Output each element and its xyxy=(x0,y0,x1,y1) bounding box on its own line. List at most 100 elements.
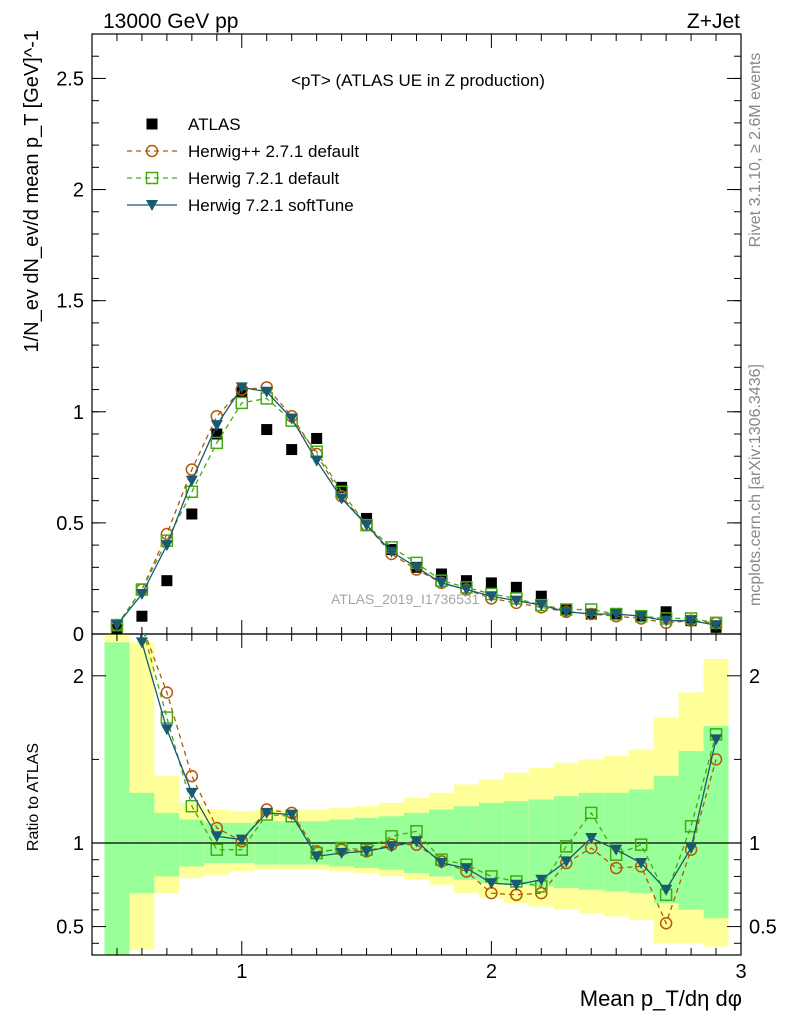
data-point-s3 xyxy=(310,455,323,467)
data-point-s0 xyxy=(211,428,223,440)
x-axis-label: Mean p_T/dη dφ xyxy=(580,986,742,1011)
series-line-1 xyxy=(116,386,717,626)
ratio-point-s2 xyxy=(710,734,723,746)
main-plot: 0 0.5 1 1.5 2 2.5 xyxy=(56,33,742,646)
data-point-s0 xyxy=(435,568,447,580)
ratio-line-1 xyxy=(143,634,717,897)
upper-series xyxy=(110,381,723,634)
data-point-s3 xyxy=(285,413,298,425)
watermark: ATLAS_2019_I1736531 xyxy=(331,591,480,607)
ratio-point-s0 xyxy=(160,686,174,699)
data-point-s3 xyxy=(435,577,448,589)
y-tick-label: 0.5 xyxy=(56,513,84,535)
data-point-s0 xyxy=(286,444,298,456)
green-band-bin xyxy=(628,789,654,894)
data-point-s3 xyxy=(235,382,248,394)
ratio-point-s2 xyxy=(485,878,498,890)
upper-plot-title: <pT> (ATLAS UE in Z production) xyxy=(291,71,545,90)
ratio-point-s1 xyxy=(560,840,573,853)
ratio-y-tick-label-right: 2 xyxy=(749,666,760,688)
data-point-s0 xyxy=(261,424,273,436)
ratio-point-s1 xyxy=(185,799,199,813)
ratio-point-s1 xyxy=(160,711,174,724)
data-point-s0 xyxy=(510,581,522,593)
data-point-s0 xyxy=(361,512,373,524)
ratio-point-s2 xyxy=(685,843,698,854)
data-point-s3 xyxy=(135,589,148,600)
ratio-point-s2 xyxy=(510,879,523,891)
ratio-point-s2 xyxy=(635,858,648,870)
legend: ATLAS Herwig++ 2.7.1 default Herwig 7.2.1 … xyxy=(127,115,359,215)
legend-label: Herwig 7.2.1 default xyxy=(188,169,339,188)
ratio-point-s2 xyxy=(560,856,573,868)
data-point-s2 xyxy=(235,396,249,410)
ratio-y-tick-label: 2 xyxy=(73,666,84,688)
ratio-point-s2 xyxy=(185,787,198,799)
data-point-s3 xyxy=(160,540,173,552)
data-point-s0 xyxy=(161,575,173,587)
ratio-point-s2 xyxy=(210,831,223,843)
data-point-s0 xyxy=(136,610,148,622)
ratio-point-s2 xyxy=(385,841,398,853)
ratio-point-s2 xyxy=(660,884,673,896)
y-tick-label: 0 xyxy=(73,624,84,646)
data-point-s3 xyxy=(185,475,198,487)
data-point-s3 xyxy=(660,615,673,627)
rivet-label: Rivet 3.1.10, ≥ 2.6M events xyxy=(747,53,764,248)
data-point-s0 xyxy=(485,577,497,589)
data-point-s3 xyxy=(260,386,273,398)
ratio-series xyxy=(111,503,723,930)
data-point-s0 xyxy=(336,481,348,493)
data-point-s3 xyxy=(410,562,423,574)
x-tick-label: 3 xyxy=(735,961,746,983)
ratio-point-s2 xyxy=(260,807,273,819)
data-point-s3 xyxy=(360,520,373,532)
data-point-s2 xyxy=(210,436,224,450)
ratio-y-tick-label: 1 xyxy=(73,833,84,855)
data-point-s0 xyxy=(186,508,198,520)
data-point-s3 xyxy=(585,609,598,620)
ratio-point-s2 xyxy=(535,874,548,886)
ratio-point-s0 xyxy=(659,916,673,930)
green-band-bin xyxy=(603,792,629,892)
data-point-s3 xyxy=(535,600,548,612)
data-point-s0 xyxy=(460,575,472,587)
data-point-s3 xyxy=(335,493,348,505)
data-point-s3 xyxy=(485,591,498,603)
data-point-s3 xyxy=(210,420,223,432)
green-band-bin xyxy=(678,751,704,910)
data-point-s3 xyxy=(710,620,723,632)
ratio-point-s2 xyxy=(235,834,248,846)
data-point-s3 xyxy=(610,609,623,620)
legend-label: Herwig++ 2.7.1 default xyxy=(188,142,359,161)
ratio-point-s1 xyxy=(111,503,122,514)
series-line-3 xyxy=(116,386,717,626)
green-band-bin xyxy=(154,812,180,877)
green-band-bin xyxy=(104,642,130,955)
legend-label: Herwig 7.2.1 softTune xyxy=(188,196,354,215)
data-point-s3 xyxy=(685,615,698,627)
ratio-point-s1 xyxy=(584,806,598,820)
ratio-point-s0 xyxy=(609,861,623,875)
data-point-s3 xyxy=(635,611,648,623)
legend-marker xyxy=(146,200,158,211)
ratio-point-s0 xyxy=(111,503,122,514)
ratio-point-s2 xyxy=(410,836,423,848)
header-left: 13000 GeV pp xyxy=(103,10,238,33)
data-point-s0 xyxy=(535,590,547,602)
green-band-bin xyxy=(653,776,679,904)
ratio-point-s2 xyxy=(610,844,623,856)
ratio-point-s2 xyxy=(585,832,598,844)
x-tick-label: 2 xyxy=(486,961,497,983)
data-point-s3 xyxy=(110,620,123,632)
ratio-point-s0 xyxy=(185,769,199,783)
legend-marker xyxy=(145,171,159,185)
data-point-s3 xyxy=(510,595,523,607)
data-point-s0 xyxy=(660,606,672,618)
ratio-point-s2 xyxy=(460,863,473,875)
y-tick-label: 1 xyxy=(73,402,84,424)
y-axis-label: 1/N_ev dN_ev/d mean p_T [GeV]^-1 xyxy=(21,30,43,353)
y-tick-label: 2.5 xyxy=(56,68,84,90)
ratio-point-s2 xyxy=(160,724,173,736)
ratio-point-s1 xyxy=(210,843,224,856)
